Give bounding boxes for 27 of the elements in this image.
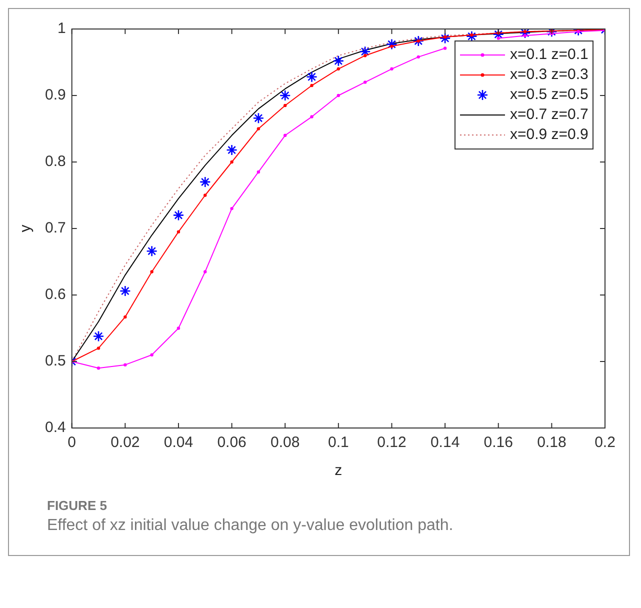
x-tick-label: 0	[68, 434, 76, 452]
x-tick-label: 0.18	[537, 434, 566, 452]
y-tick-label: 0.5	[44, 352, 66, 370]
y-tick-label: 0.4	[44, 419, 66, 436]
x-tick-label: 0.02	[110, 434, 140, 452]
y-tick-label: 0.6	[44, 286, 66, 304]
x-tick-label: 0.16	[484, 434, 513, 452]
legend-label: x=0.5 z=0.5	[510, 86, 588, 104]
y-tick-label: 0.7	[44, 220, 66, 237]
legend-label: x=0.3 z=0.3	[510, 66, 588, 84]
x-tick-label: 0.04	[164, 434, 194, 452]
x-tick-label: 0.14	[430, 434, 460, 452]
y-tick-label: 0.9	[44, 86, 66, 104]
legend-label: x=0.7 z=0.7	[510, 106, 588, 124]
y-tick-label: 0.8	[44, 153, 66, 170]
x-tick-label: 0.12	[377, 434, 406, 452]
x-tick-label: 0.06	[217, 434, 246, 452]
x-axis-title: z	[334, 462, 342, 480]
y-axis-title: y	[17, 224, 34, 232]
legend-label: x=0.9 z=0.9	[510, 126, 588, 144]
text: Effect of xz initial value change on y-value evolution path.	[47, 517, 454, 535]
legend-label: x=0.1 z=0.1	[510, 46, 588, 64]
y-tick-label: 1	[58, 20, 66, 38]
x-tick-label: 0.08	[270, 434, 300, 452]
x-tick-label: 0.1	[328, 434, 349, 452]
x-tick-label: 0.2	[594, 434, 616, 452]
caption: FIGURE 5	[47, 498, 108, 513]
